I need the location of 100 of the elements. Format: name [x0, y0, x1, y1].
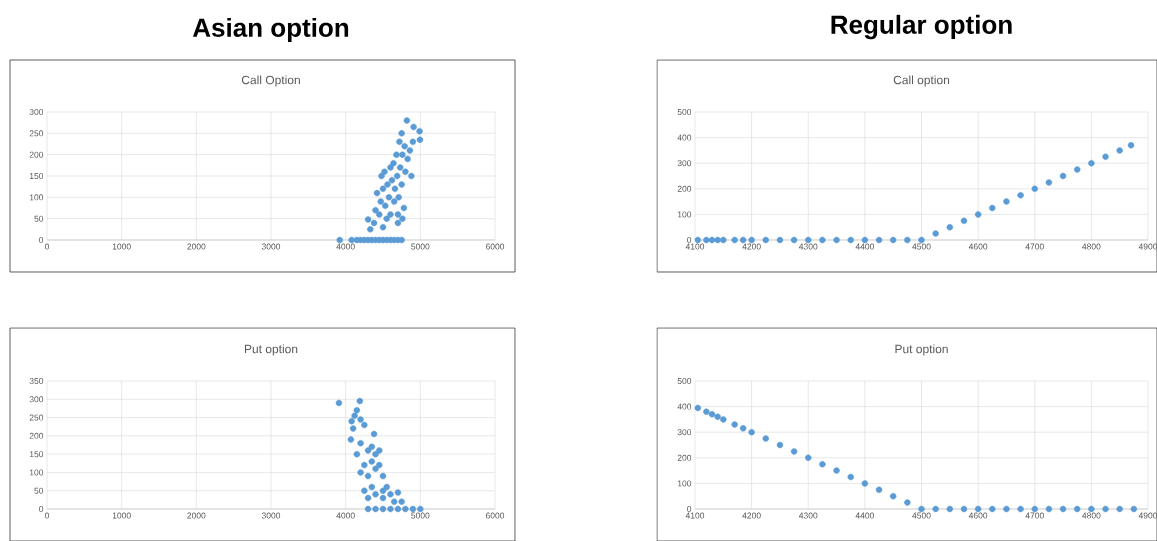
x-tick-label: 6000: [485, 243, 505, 250]
point: [361, 487, 368, 494]
x-tick-label: 4000: [336, 243, 355, 250]
point: [395, 194, 402, 201]
point: [762, 236, 769, 244]
point: [748, 429, 755, 436]
point: [396, 164, 404, 171]
point: [372, 491, 379, 498]
point: [1074, 166, 1081, 173]
point: [1017, 192, 1024, 199]
x-tick-label: 5000: [411, 243, 430, 250]
point: [388, 177, 396, 184]
point: [364, 472, 372, 480]
y-tick-label: 100: [677, 211, 692, 218]
point: [703, 408, 710, 415]
point: [694, 404, 702, 412]
point: [379, 472, 387, 480]
y-tick-label: 0: [687, 506, 692, 512]
point: [387, 211, 394, 218]
x-tick-label: 4000: [336, 512, 355, 519]
x-tick-label: 4500: [912, 512, 931, 519]
point: [399, 215, 406, 222]
point: [403, 117, 411, 124]
point: [739, 425, 747, 432]
x-tick-label: 4300: [798, 512, 818, 519]
point: [364, 494, 372, 502]
point: [396, 138, 403, 146]
y-tick-label: 400: [677, 134, 692, 141]
chart-subtitle: Put option: [244, 344, 298, 356]
point: [368, 443, 375, 451]
x-tick-label: 2000: [187, 512, 206, 519]
point: [1003, 198, 1010, 205]
point: [361, 461, 368, 469]
point: [383, 215, 390, 222]
x-tick-label: 4200: [742, 243, 761, 250]
point: [391, 185, 399, 192]
x-tick-label: 0: [44, 243, 50, 250]
point: [370, 430, 378, 438]
point: [402, 168, 409, 175]
y-tick-label: 100: [29, 194, 44, 201]
x-tick-label: 4800: [1082, 243, 1101, 250]
point: [409, 138, 417, 146]
x-tick-label: 4300: [798, 243, 818, 250]
point: [349, 425, 357, 432]
y-tick-label: 500: [677, 108, 692, 115]
point: [379, 494, 387, 502]
point: [367, 226, 374, 233]
point: [946, 505, 954, 513]
point: [1130, 505, 1138, 513]
point: [357, 439, 364, 447]
y-tick-label: 100: [677, 480, 692, 487]
point: [370, 219, 378, 227]
point: [1003, 505, 1010, 513]
y-tick-label: 250: [29, 130, 44, 137]
point: [394, 489, 402, 496]
x-tick-label: 4700: [1025, 243, 1044, 250]
point: [731, 421, 738, 428]
point: [398, 181, 405, 188]
point: [889, 493, 897, 500]
point: [790, 236, 798, 244]
point: [714, 413, 721, 421]
point: [819, 236, 826, 244]
y-tick-label: 300: [677, 160, 692, 167]
point: [379, 224, 387, 231]
point: [932, 505, 939, 513]
y-tick-label: 200: [677, 454, 692, 461]
point: [847, 473, 854, 481]
point: [347, 436, 355, 443]
point: [387, 491, 394, 498]
chart-title: Regular option: [831, 14, 1012, 40]
y-tick-label: 200: [677, 185, 692, 192]
point: [904, 499, 911, 506]
y-tick-label: 0: [39, 236, 44, 243]
y-tick-label: 300: [677, 429, 692, 436]
y-tick-label: 500: [677, 378, 692, 384]
x-tick-label: 4100: [685, 512, 705, 519]
point: [368, 483, 375, 491]
y-tick-label: 100: [29, 469, 44, 476]
point: [1102, 153, 1109, 160]
point: [364, 505, 372, 513]
chart-title: Asian option: [192, 17, 349, 43]
x-tick-label: 4400: [855, 512, 874, 519]
point: [708, 236, 716, 244]
point: [373, 189, 381, 197]
point: [335, 399, 343, 407]
point: [398, 236, 405, 244]
point: [387, 505, 394, 513]
point: [357, 416, 364, 423]
point: [393, 151, 400, 158]
x-tick-label: 3000: [261, 243, 281, 250]
point: [720, 416, 727, 423]
x-tick-label: 4100: [685, 243, 705, 250]
point: [383, 483, 390, 491]
x-tick-label: 3000: [261, 512, 281, 519]
point: [404, 155, 411, 163]
point: [379, 505, 387, 513]
point: [356, 397, 364, 405]
point: [416, 136, 424, 143]
point: [714, 236, 721, 244]
point: [376, 211, 383, 218]
